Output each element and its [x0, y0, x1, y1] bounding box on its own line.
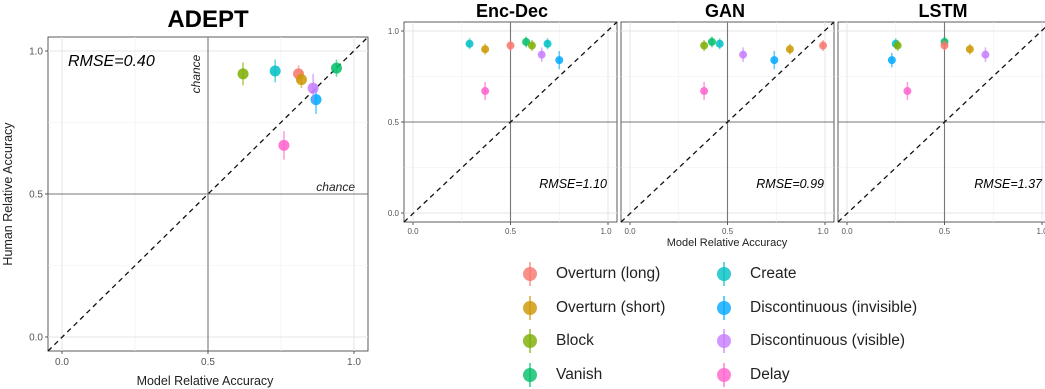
legend-item: Delay [712, 362, 790, 387]
data-point [700, 41, 709, 50]
data-point [903, 87, 912, 96]
legend-item: Block [518, 329, 594, 353]
legend-swatch [712, 295, 736, 320]
legend: Overturn (long) Overturn (short) Block Vani… [518, 262, 988, 389]
legend-swatch-dot [717, 334, 731, 348]
data-point [295, 74, 307, 86]
x-tick-label: 1.0 [347, 357, 361, 368]
x-tick-label: 1.0 [600, 227, 612, 236]
legend-swatch [712, 329, 736, 353]
legend-label: Vanish [556, 365, 603, 383]
legend-swatch-dot [717, 267, 731, 281]
data-point [506, 41, 515, 50]
legend-swatch-dot [523, 300, 537, 315]
x-tick-label: 0.0 [841, 227, 853, 236]
data-point [739, 50, 748, 59]
identity-diagonal [403, 21, 618, 223]
data-point [481, 87, 490, 96]
legend-label: Discontinuous (visible) [750, 332, 906, 349]
legend-label: Overturn (short) [556, 298, 666, 316]
rmse-label: RMSE=0.99 [756, 177, 824, 191]
legend-label: Overturn (long) [556, 265, 661, 282]
legend-label: Delay [750, 365, 790, 383]
legend-swatch [518, 329, 542, 353]
legend-label: Create [750, 265, 797, 282]
legend-swatch [712, 262, 736, 286]
chance-label: chance [189, 54, 203, 93]
legend-item: Overturn (short) [518, 295, 666, 320]
data-point [307, 82, 319, 94]
data-point [237, 68, 249, 80]
panel-title: ADEPT [167, 6, 249, 33]
panel-title: LSTM [919, 1, 968, 21]
data-point [465, 39, 474, 48]
legend-swatch [518, 262, 542, 286]
y-tick-label: 0.0 [29, 333, 43, 344]
x-tick-label: 0.0 [407, 227, 419, 236]
data-point [278, 139, 290, 151]
x-axis-label: Model Relative Accuracy [137, 374, 275, 388]
legend-label: Block [556, 332, 594, 349]
chance-label: chance [316, 180, 355, 194]
data-point [555, 56, 564, 65]
data-point [715, 39, 724, 48]
data-point [981, 50, 990, 59]
x-tick-label: 1.0 [1036, 227, 1045, 236]
legend-swatch-dot [523, 334, 537, 348]
data-point [310, 94, 322, 106]
y-axis-label: Human Relative Accuracy [1, 122, 15, 266]
rmse-label: RMSE=1.37 [974, 177, 1043, 191]
legend-swatch [712, 362, 736, 387]
data-point [527, 41, 536, 50]
legend-item: Discontinuous (visible) [712, 329, 905, 353]
data-point [965, 45, 974, 54]
legend-swatch [518, 295, 542, 320]
x-tick-label: 0.0 [624, 227, 636, 236]
data-point [522, 37, 531, 46]
legend-swatch-dot [717, 367, 731, 382]
data-point [700, 87, 709, 96]
data-point [269, 65, 281, 77]
legend-swatch-dot [717, 300, 731, 315]
data-point [330, 62, 342, 74]
identity-diagonal [620, 21, 835, 223]
legend-item: Overturn (long) [518, 262, 660, 286]
data-point [770, 56, 779, 65]
x-tick-label: 0.5 [722, 227, 734, 236]
data-point [543, 39, 552, 48]
x-tick-label: 0.5 [201, 357, 215, 368]
rmse-label: RMSE=0.40 [68, 53, 155, 70]
identity-diagonal [837, 26, 1045, 223]
data-point [707, 37, 716, 46]
x-axis-label: Model Relative Accuracy [667, 237, 788, 249]
data-point [940, 41, 949, 50]
y-tick-label: 1.0 [388, 27, 400, 36]
x-tick-label: 1.0 [817, 227, 829, 236]
legend-item: Create [712, 262, 797, 286]
panel-title: Enc-Dec [476, 1, 548, 21]
data-point [893, 41, 902, 50]
x-tick-label: 0.0 [55, 357, 69, 368]
x-tick-label: 0.5 [505, 227, 517, 236]
data-point [819, 41, 828, 50]
legend-swatch-dot [523, 267, 537, 281]
data-point [537, 50, 546, 59]
data-point [785, 45, 794, 54]
legend-swatch [518, 362, 542, 387]
legend-item: Vanish [518, 362, 603, 387]
x-tick-label: 0.5 [939, 227, 951, 236]
legend-swatch-dot [523, 367, 537, 382]
y-tick-label: 1.0 [29, 47, 43, 58]
y-tick-label: 0.5 [388, 118, 400, 127]
rmse-label: RMSE=1.10 [539, 177, 607, 191]
legend-label: Discontinuous (invisible) [750, 298, 918, 316]
data-point [481, 45, 490, 54]
data-point [887, 56, 896, 65]
legend-item: Discontinuous (invisible) [712, 295, 918, 320]
y-tick-label: 0.0 [388, 209, 400, 218]
y-tick-label: 0.5 [29, 190, 43, 201]
panel-title: GAN [705, 1, 745, 21]
